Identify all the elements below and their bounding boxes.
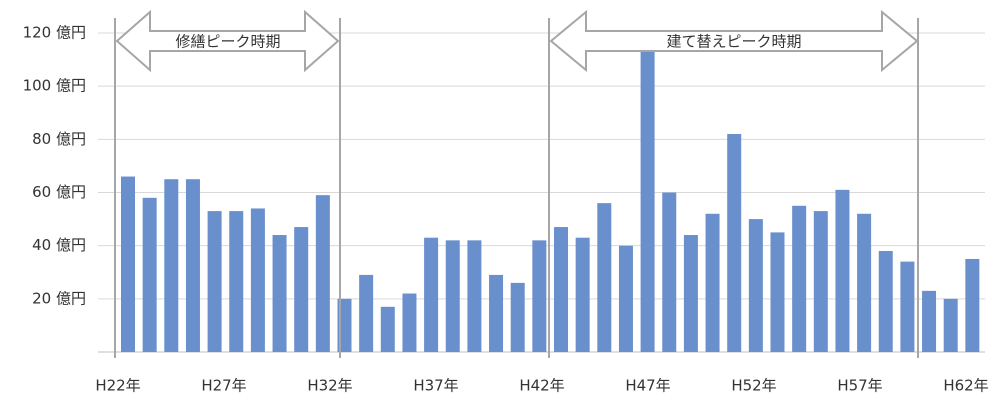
bar bbox=[640, 48, 655, 352]
bar bbox=[922, 290, 937, 352]
bar bbox=[662, 192, 677, 352]
x-tick-label: H57年 bbox=[837, 377, 882, 395]
y-tick-label: 80 億円 bbox=[32, 130, 86, 148]
bar bbox=[618, 245, 633, 352]
x-tick-label: H62年 bbox=[943, 377, 988, 395]
bar bbox=[142, 197, 157, 352]
x-tick-label: H27年 bbox=[201, 377, 246, 395]
bar bbox=[943, 298, 958, 352]
bar bbox=[315, 195, 330, 352]
bar bbox=[164, 179, 179, 352]
x-tick-label: H47年 bbox=[625, 377, 670, 395]
annotation-overlay bbox=[114, 9, 919, 358]
y-tick-label: 40 億円 bbox=[32, 236, 86, 254]
bar bbox=[121, 176, 135, 352]
x-tick-label: H22年 bbox=[95, 377, 140, 395]
bar bbox=[489, 274, 504, 352]
y-tick-label: 20 億円 bbox=[32, 289, 86, 307]
bar bbox=[510, 282, 525, 352]
x-tick-label: H42年 bbox=[519, 377, 564, 395]
bar bbox=[727, 134, 742, 352]
y-tick-label: 120 億円 bbox=[23, 24, 86, 42]
y-tick-label: 100 億円 bbox=[23, 77, 86, 95]
annotation: 修繕ピーク時期 bbox=[175, 33, 280, 51]
bar bbox=[445, 240, 460, 352]
bar bbox=[359, 274, 374, 352]
bar bbox=[597, 203, 612, 352]
bar bbox=[575, 237, 590, 352]
bar bbox=[532, 240, 547, 352]
bar bbox=[900, 261, 915, 352]
bar bbox=[294, 227, 309, 352]
bar bbox=[185, 179, 200, 352]
bar bbox=[380, 306, 395, 352]
bar bbox=[424, 237, 439, 352]
x-tick-label: H37年 bbox=[413, 377, 458, 395]
bar bbox=[229, 211, 244, 352]
bar bbox=[402, 293, 417, 352]
bar bbox=[272, 235, 287, 352]
bar bbox=[748, 219, 763, 352]
bar bbox=[207, 211, 222, 352]
bar bbox=[250, 208, 265, 352]
bar bbox=[878, 250, 893, 352]
annotation: 建て替えピーク時期 bbox=[666, 33, 801, 51]
x-tick-label: H32年 bbox=[307, 377, 352, 395]
bar bbox=[770, 232, 785, 352]
bar bbox=[554, 227, 568, 352]
x-tick-label: H52年 bbox=[731, 377, 776, 395]
bar bbox=[835, 189, 850, 352]
bar bbox=[813, 211, 828, 352]
bar bbox=[683, 235, 698, 352]
bar bbox=[705, 213, 720, 352]
bar bbox=[965, 258, 980, 352]
bar bbox=[857, 213, 872, 352]
y-tick-label: 60 億円 bbox=[32, 183, 86, 201]
bar bbox=[792, 205, 807, 352]
bar bbox=[467, 240, 482, 352]
